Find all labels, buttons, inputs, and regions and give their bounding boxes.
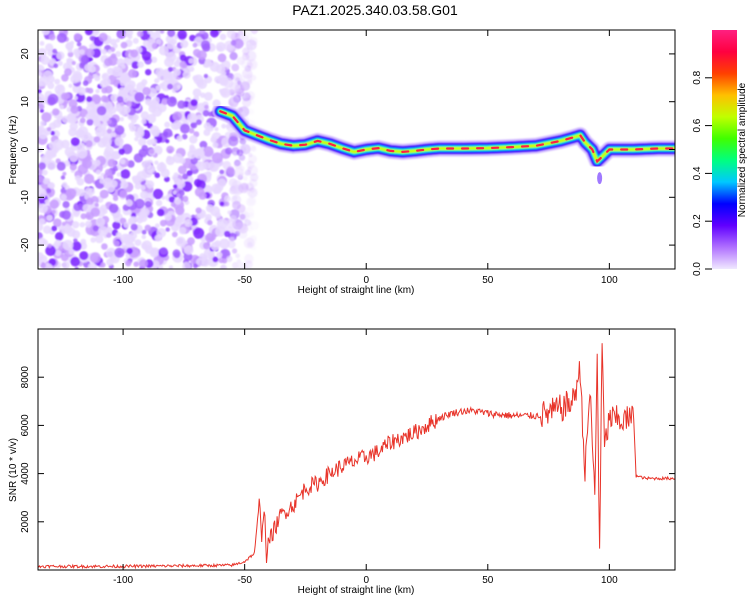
snr-x-label: Height of straight line (km) — [298, 585, 415, 596]
snr-line — [38, 343, 675, 570]
y-tick-label: -10 — [20, 190, 31, 205]
ridge-core — [219, 110, 675, 164]
x-tick-label: -50 — [237, 575, 252, 586]
spectrogram-x-label: Height of straight line (km) — [298, 285, 415, 296]
snr-y-ticks: 2000 4000 6000 8000 — [20, 366, 675, 533]
y-tick-label: 8000 — [20, 366, 31, 389]
spectrogram-plot-area — [38, 30, 675, 269]
x-tick-label: -100 — [113, 275, 133, 286]
x-tick-label: 100 — [601, 575, 618, 586]
ridge-bands — [212, 103, 675, 170]
colorbar-tick-label: 0.2 — [692, 214, 703, 228]
snr-panel: -100 -50 0 50 100 2000 4000 6000 8000 Height of… — [8, 328, 676, 596]
noise-blobs — [38, 30, 260, 269]
y-tick-label: 0 — [20, 146, 31, 152]
y-tick-label: 2000 — [20, 510, 31, 533]
snr-x-ticks: -100 -50 0 50 100 — [113, 329, 618, 586]
snr-plot-area — [38, 343, 675, 570]
ridge-dropout — [597, 172, 603, 185]
y-tick-label: -20 — [20, 237, 31, 252]
spectrogram-y-label: Frequency (Hz) — [8, 116, 19, 185]
snr-y-label: SNR (10 * v/v) — [8, 438, 19, 502]
colorbar-gradient — [712, 30, 737, 269]
x-tick-label: 50 — [482, 575, 494, 586]
spectrogram-y-ticks: -20 -10 0 10 20 — [20, 48, 675, 252]
x-tick-label: -50 — [237, 275, 252, 286]
colorbar-ticks: 0.0 0.2 0.4 0.6 0.8 — [692, 70, 712, 276]
colorbar-tick-label: 0.4 — [692, 166, 703, 180]
x-tick-label: -100 — [113, 575, 133, 586]
x-tick-label: 50 — [482, 275, 494, 286]
colorbar-label: Normalized spectral amplitude — [737, 82, 748, 217]
colorbar-tick-label: 0.6 — [692, 118, 703, 132]
y-tick-label: 6000 — [20, 414, 31, 437]
y-tick-label: 10 — [20, 96, 31, 108]
ridge-layer — [212, 103, 675, 185]
y-tick-label: 4000 — [20, 462, 31, 485]
noise-layer — [38, 30, 260, 269]
x-tick-label: 0 — [363, 275, 369, 286]
colorbar: 0.0 0.2 0.4 0.6 0.8 Normalized spectral ampl… — [692, 30, 748, 276]
colorbar-tick-label: 0.8 — [692, 70, 703, 84]
colorbar-tick-label: 0.0 — [692, 262, 703, 276]
y-tick-label: 20 — [20, 48, 31, 60]
x-tick-label: 0 — [363, 575, 369, 586]
figure-title: PAZ1.2025.340.03.58.G01 — [292, 2, 458, 18]
snr-frame — [37, 328, 676, 571]
x-tick-label: 100 — [601, 275, 618, 286]
spectrogram-x-ticks: -100 -50 0 50 100 — [113, 30, 618, 286]
